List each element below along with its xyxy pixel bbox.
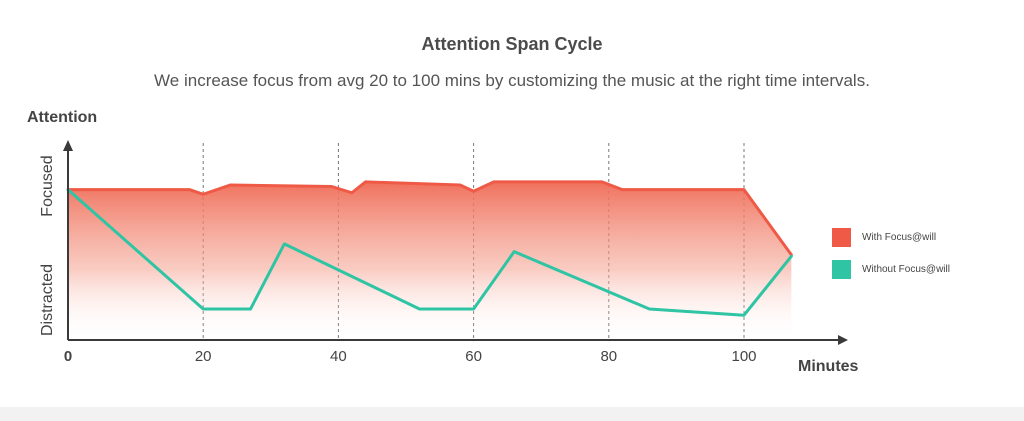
without-focus-line (66, 188, 793, 317)
x-tick-20: 20 (195, 348, 212, 365)
x-axis-label: Minutes (798, 358, 859, 375)
y-tick-distracted: Distracted (39, 264, 56, 336)
with-focus-line (66, 180, 793, 257)
y-axis-label: Attention (27, 109, 97, 126)
y-axis-arrow-icon (63, 140, 73, 151)
chart-title: Attention Span Cycle (421, 34, 603, 54)
legend-swatch-without-focus (832, 259, 851, 279)
legend-item-without-focus: Without Focus@will (832, 259, 950, 279)
legend-label-without-focus: Without Focus@will (862, 263, 950, 275)
x-tick-80: 80 (600, 348, 617, 365)
y-tick-focused: Focused (39, 155, 56, 216)
x-tick-0: 0 (64, 348, 72, 365)
x-tick-60: 60 (465, 348, 482, 365)
with-focus-area (68, 181, 792, 340)
legend-swatch-with-focus (832, 227, 851, 247)
x-tick-100: 100 (731, 348, 756, 365)
legend-label-with-focus: With Focus@will (862, 231, 937, 243)
x-axis-arrow-icon (838, 335, 848, 345)
x-tick-40: 40 (330, 348, 347, 365)
bottom-band (0, 407, 1024, 421)
chart-legend: With Focus@will Without Focus@will (832, 227, 950, 292)
legend-item-with-focus: With Focus@will (832, 227, 950, 247)
chart-subtitle: We increase focus from avg 20 to 100 min… (154, 71, 870, 90)
